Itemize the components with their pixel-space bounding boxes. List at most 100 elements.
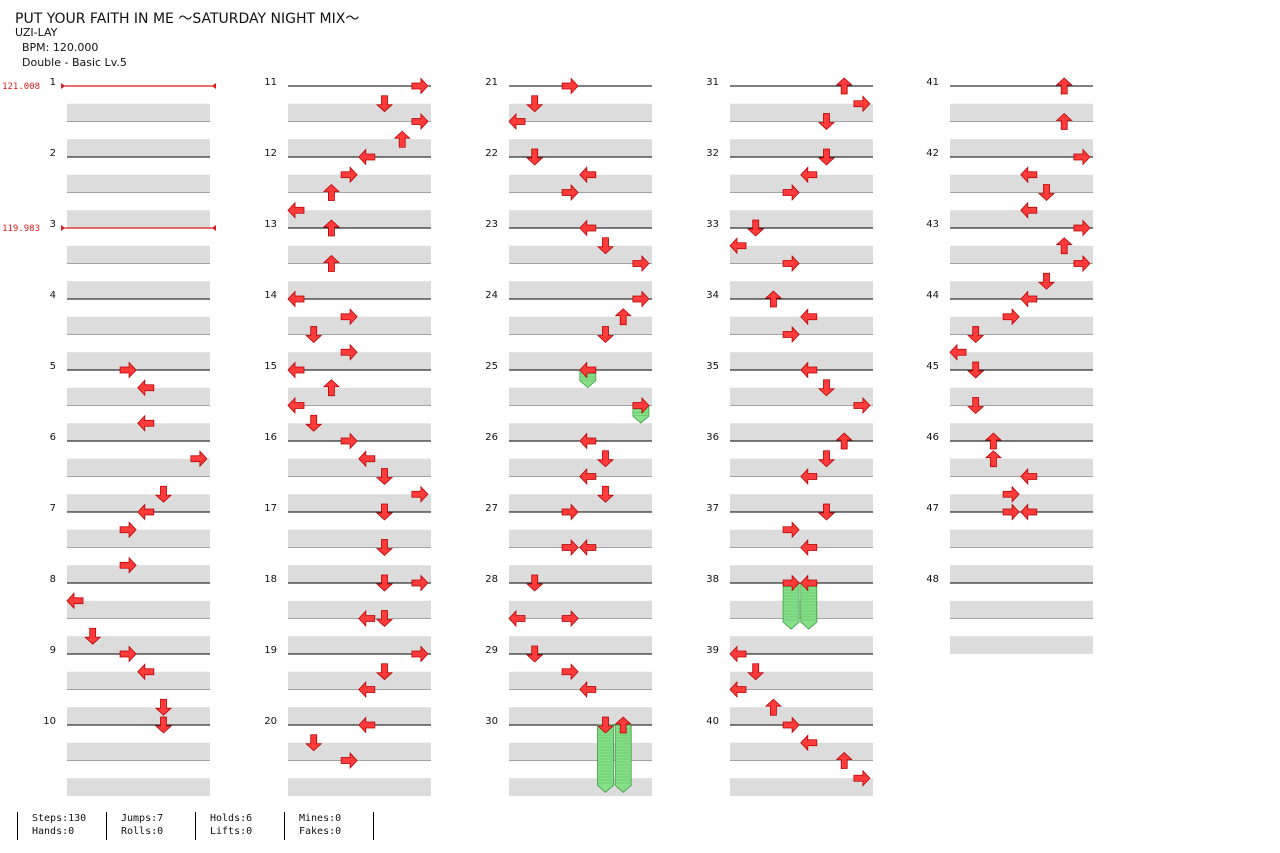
measure-number: 12 [264, 148, 277, 159]
arrow-down-icon [967, 326, 985, 344]
measure-band [509, 636, 652, 654]
stat-group-mines: Mines:0 Fakes:0 [284, 812, 374, 840]
arrow-left-icon [579, 680, 597, 699]
measure-band [509, 707, 652, 725]
measure-number: 23 [485, 219, 498, 230]
measure-number: 5 [50, 361, 56, 372]
measure-number: 22 [485, 148, 498, 159]
measure-band [509, 210, 652, 228]
measure-band [67, 778, 210, 796]
arrow-down-icon [747, 219, 765, 237]
arrow-left-icon [66, 592, 84, 610]
arrow-right-icon [119, 556, 137, 574]
measure-number: 48 [926, 574, 939, 585]
measure-number: 41 [926, 77, 939, 88]
measure-band [509, 529, 652, 548]
arrow-left-icon [137, 503, 155, 521]
arrow-down-icon [526, 148, 544, 166]
measure-band [950, 316, 1093, 335]
arrow-down-icon [375, 468, 394, 486]
arrow-right-icon [119, 521, 137, 539]
arrow-down-icon [817, 379, 836, 397]
arrow-right-icon [119, 361, 137, 379]
hold-body [614, 724, 632, 793]
measure-band [950, 281, 1093, 299]
arrow-down-icon [817, 113, 836, 131]
measure-band [950, 600, 1093, 619]
measure-band [730, 529, 873, 548]
measure-band [509, 671, 652, 690]
measure-band [67, 565, 210, 583]
measure-band [730, 778, 873, 796]
measure-number: 47 [926, 503, 939, 514]
arrow-up-icon [322, 254, 340, 272]
measure-band [950, 494, 1093, 512]
measure-band [67, 529, 210, 548]
arrow-right-icon [632, 290, 650, 308]
arrow-up-icon [614, 716, 632, 734]
arrow-down-icon [375, 610, 394, 628]
stat-holds: Holds:6 [210, 813, 253, 824]
arrow-left-icon [579, 432, 597, 450]
arrow-down-icon [1037, 184, 1056, 202]
arrow-up-icon [393, 130, 411, 148]
arrow-up-icon [984, 450, 1002, 468]
arrow-down-icon [747, 663, 765, 681]
arrow-right-icon [561, 503, 579, 521]
arrow-right-icon [561, 663, 579, 681]
stat-rolls: Rolls:0 [121, 826, 164, 837]
arrow-left-icon [579, 361, 597, 379]
measure-band [67, 245, 210, 264]
stat-group-jumps: Jumps:7 Rolls:0 [106, 812, 195, 840]
stat-mines: Mines:0 [299, 813, 342, 824]
arrow-left-icon [1020, 166, 1038, 184]
arrow-right-icon [782, 325, 800, 344]
measure-number: 20 [264, 716, 277, 727]
arrow-down-icon [967, 397, 985, 415]
measure-band [67, 281, 210, 299]
measure-band [288, 742, 431, 761]
bpm-marker-left [61, 83, 65, 89]
measure-band [730, 636, 873, 654]
arrow-right-icon [853, 396, 871, 415]
measure-number: 34 [706, 290, 719, 301]
measure-number: 16 [264, 432, 277, 443]
arrow-left-icon [358, 609, 376, 628]
measure-band [509, 139, 652, 157]
arrow-left-icon [729, 680, 747, 699]
measure-number: 40 [706, 716, 719, 727]
measure-number: 3 [50, 219, 56, 230]
measure-number: 38 [706, 574, 719, 585]
arrow-right-icon [1073, 254, 1091, 273]
measure-band [509, 387, 652, 406]
stat-lifts: Lifts:0 [210, 826, 253, 837]
arrow-left-icon [137, 663, 155, 681]
measure-band [67, 671, 210, 690]
measure-band [950, 387, 1093, 406]
measure-band [288, 636, 431, 654]
stat-group-holds: Holds:6 Lifts:0 [195, 812, 284, 840]
measure-band [67, 707, 210, 725]
arrow-down-icon [817, 148, 836, 166]
arrow-left-icon [287, 201, 305, 219]
bpm-label: BPM: 120.000 [22, 41, 99, 54]
measure-band [950, 565, 1093, 583]
measure-band [67, 174, 210, 193]
measure-band [730, 103, 873, 122]
difficulty-label: Double - Basic Lv.5 [22, 56, 127, 69]
arrow-down-icon [375, 574, 394, 592]
measure-number: 42 [926, 148, 939, 159]
measure-band [288, 494, 431, 512]
arrow-right-icon [782, 254, 800, 273]
measure-number: 31 [706, 77, 719, 88]
arrow-up-icon [1055, 237, 1073, 255]
measure-number: 2 [50, 148, 56, 159]
measure-band [67, 494, 210, 512]
measure-number: 8 [50, 574, 56, 585]
measure-band [509, 458, 652, 477]
measure-number: 6 [50, 432, 56, 443]
arrow-right-icon [782, 574, 800, 592]
measure-band [288, 316, 431, 335]
measure-number: 18 [264, 574, 277, 585]
arrow-right-icon [782, 716, 800, 734]
